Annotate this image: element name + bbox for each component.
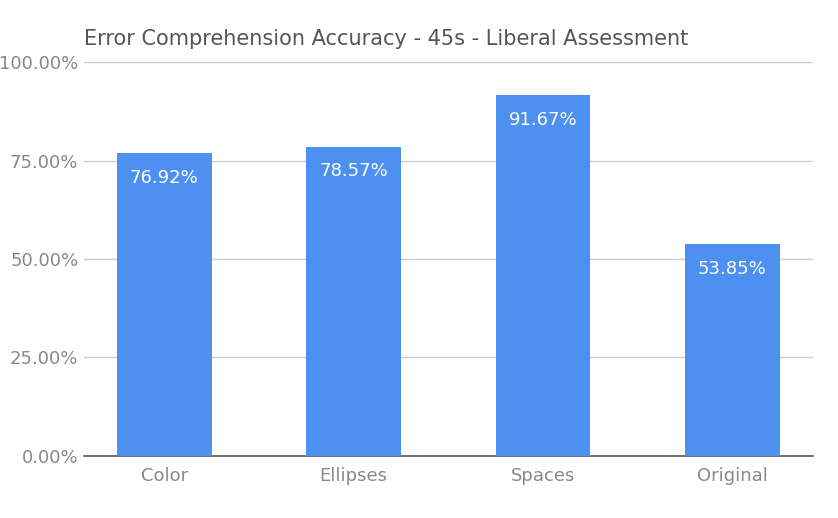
- Text: 76.92%: 76.92%: [130, 169, 199, 187]
- Text: 53.85%: 53.85%: [698, 260, 767, 278]
- Bar: [495, 95, 590, 456]
- Bar: [307, 147, 401, 456]
- Text: Error Comprehension Accuracy - 45s - Liberal Assessment: Error Comprehension Accuracy - 45s - Lib…: [84, 30, 688, 50]
- Text: 78.57%: 78.57%: [319, 162, 388, 180]
- Bar: [117, 153, 212, 456]
- Bar: [685, 244, 779, 456]
- Text: 91.67%: 91.67%: [509, 111, 577, 128]
